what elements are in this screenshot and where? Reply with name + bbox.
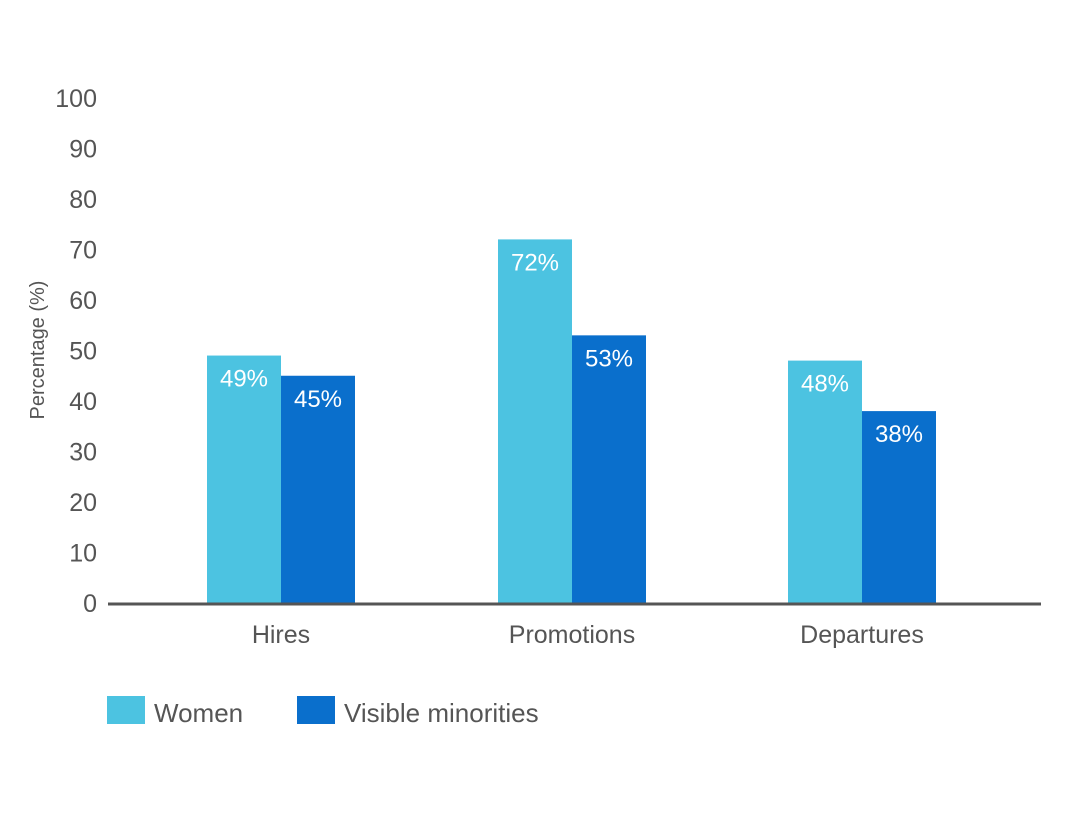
- legend-swatch: [107, 696, 145, 724]
- y-tick-label: 0: [83, 590, 97, 618]
- legend-label: Visible minorities: [344, 698, 539, 728]
- bar-departures-women: [788, 360, 862, 603]
- data-label: 48%: [801, 371, 849, 398]
- x-tick-label: Promotions: [509, 621, 635, 649]
- y-tick-label: 50: [69, 338, 97, 366]
- y-tick-label: 60: [69, 287, 97, 315]
- y-tick-label: 10: [69, 540, 97, 568]
- y-tick-label: 100: [55, 85, 97, 113]
- data-label: 53%: [585, 345, 633, 372]
- legend-swatch: [297, 696, 335, 724]
- bar-promotions-visible-minorities: [572, 335, 646, 603]
- bar-hires-women: [207, 355, 281, 603]
- y-tick-label: 40: [69, 388, 97, 416]
- bar-hires-visible-minorities: [281, 375, 355, 603]
- y-tick-label: 70: [69, 237, 97, 265]
- y-tick-label: 30: [69, 439, 97, 467]
- data-label: 38%: [875, 421, 923, 448]
- y-tick-label: 90: [69, 136, 97, 164]
- data-label: 45%: [294, 386, 342, 413]
- bar-promotions-women: [498, 239, 572, 603]
- x-tick-label: Departures: [800, 621, 924, 649]
- y-axis-label: Percentage (%): [27, 281, 49, 420]
- y-tick-label: 80: [69, 186, 97, 214]
- bar-departures-visible-minorities: [862, 411, 936, 603]
- data-label: 49%: [220, 366, 268, 393]
- x-tick-label: Hires: [252, 621, 310, 649]
- y-tick-label: 20: [69, 489, 97, 517]
- data-label: 72%: [511, 249, 559, 276]
- legend-label: Women: [154, 698, 243, 728]
